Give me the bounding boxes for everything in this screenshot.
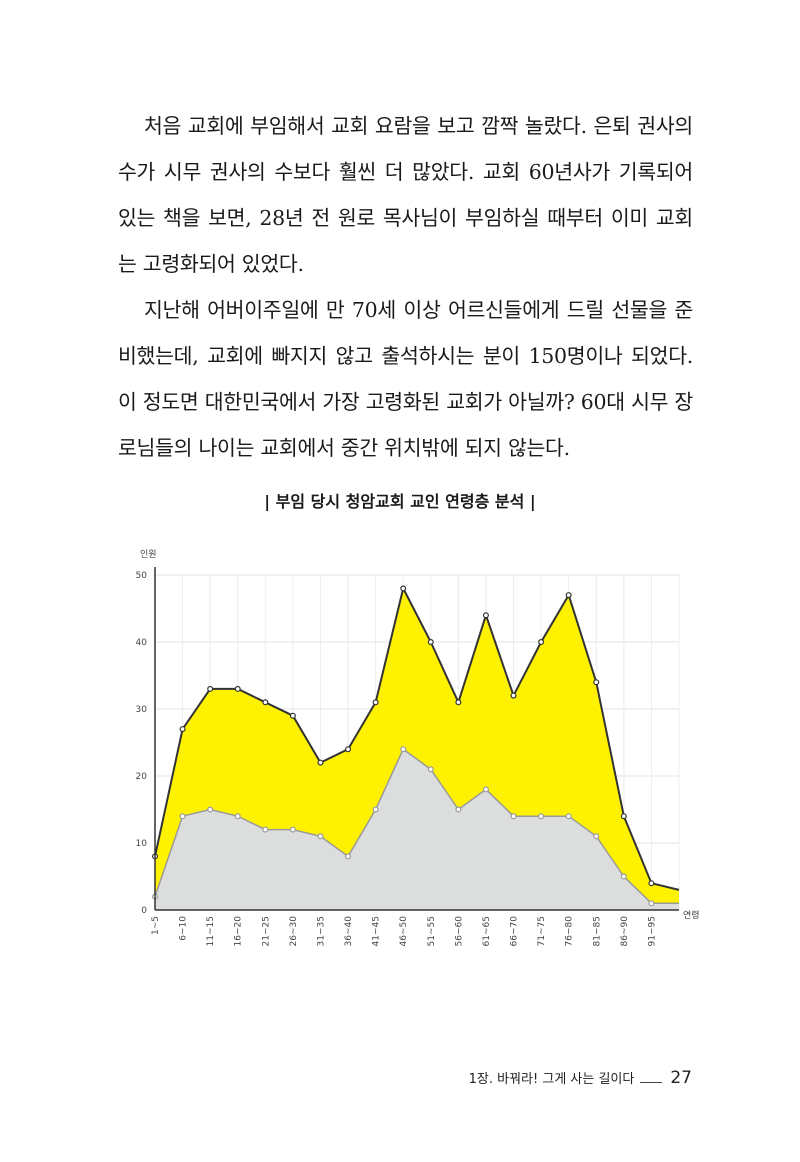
data-point [262, 699, 269, 706]
x-tick-label: 91~95 [647, 916, 657, 946]
x-tick-label: 1~5 [151, 916, 161, 935]
x-tick-label: 81~85 [592, 916, 602, 946]
paragraph: 지난해 어버이주일에 만 70세 이상 어르신들에게 드릴 선물을 준비했는데,… [118, 298, 693, 460]
data-point [427, 766, 434, 773]
x-tick-label: 46~50 [399, 916, 409, 947]
data-point [179, 726, 186, 733]
y-axis-label: 인원 [140, 549, 157, 560]
data-point [593, 833, 600, 840]
data-point [482, 786, 489, 793]
y-tick-label: 30 [136, 705, 148, 715]
x-tick-label: 51~55 [427, 916, 437, 946]
data-point [648, 900, 655, 907]
y-tick-label: 0 [141, 906, 147, 916]
data-point [538, 638, 545, 645]
x-tick-label: 76~80 [565, 916, 575, 947]
page-footer: 1장. 바꿔라! 그게 사는 길이다 27 [469, 1068, 692, 1088]
data-point [262, 826, 269, 833]
x-tick-label: 26~30 [289, 916, 299, 947]
x-tick-label: 86~90 [620, 916, 630, 947]
series-area-1 [155, 749, 679, 910]
body-text: 처음 교회에 부임해서 교회 요람을 보고 깜짝 놀랐다. 은퇴 권사의 수가 … [118, 103, 693, 471]
data-point [455, 806, 462, 813]
data-point [510, 692, 517, 699]
data-point [289, 826, 296, 833]
x-tick-label: 66~70 [510, 916, 520, 947]
x-tick-label: 41~45 [372, 916, 382, 946]
chart-title: | 부임 당시 청암교회 교인 연령층 분석 | [264, 492, 536, 511]
data-point [345, 746, 352, 753]
paragraph: 처음 교회에 부임해서 교회 요람을 보고 깜짝 놀랐다. 은퇴 권사의 수가 … [118, 114, 693, 276]
series-line-1 [154, 748, 679, 905]
x-tick-label: 71~75 [537, 916, 547, 946]
data-point [455, 699, 462, 706]
data-point [289, 712, 296, 719]
x-tick-label: 16~20 [234, 916, 244, 947]
y-tick-label: 40 [136, 638, 148, 648]
data-point [234, 685, 241, 692]
data-point [648, 880, 655, 887]
footer-rule [640, 1082, 663, 1083]
data-point [427, 638, 434, 645]
data-point [372, 806, 379, 813]
data-point [482, 612, 489, 619]
data-point [565, 592, 572, 599]
data-point [317, 833, 324, 840]
data-point [565, 813, 572, 820]
data-point [538, 813, 545, 820]
y-tick-label: 10 [136, 839, 148, 849]
page-number: 27 [670, 1068, 692, 1088]
data-point [400, 746, 407, 753]
age-distribution-chart: 0 10 20 30 40 50 인원 1~5 6~10 11~15 16~20 21~25 26~30… [136, 549, 700, 947]
y-tick-label: 50 [136, 571, 148, 581]
data-point [207, 806, 214, 813]
x-tick-label: 36~40 [344, 916, 354, 947]
data-point [234, 813, 241, 820]
y-tick-label: 20 [136, 772, 148, 782]
x-tick-label: 11~15 [206, 916, 216, 946]
series-line-0 [154, 585, 680, 891]
data-point [207, 685, 214, 692]
data-point [510, 813, 517, 820]
data-point [593, 679, 600, 686]
data-point [400, 585, 407, 592]
x-tick-label: 56~60 [454, 916, 464, 947]
x-axis-label: 연령 [683, 909, 700, 921]
x-tick-label: 61~65 [482, 916, 492, 946]
data-point [620, 813, 627, 820]
x-tick-label: 6~10 [179, 916, 189, 941]
chapter-title: 1장. 바꿔라! 그게 사는 길이다 [468, 1072, 635, 1087]
x-tick-label: 21~25 [261, 916, 271, 946]
data-point [317, 759, 324, 766]
data-point [372, 699, 379, 706]
x-tick-label: 31~35 [316, 916, 326, 946]
data-point [345, 853, 352, 860]
data-point [620, 873, 627, 880]
data-point [179, 813, 186, 820]
